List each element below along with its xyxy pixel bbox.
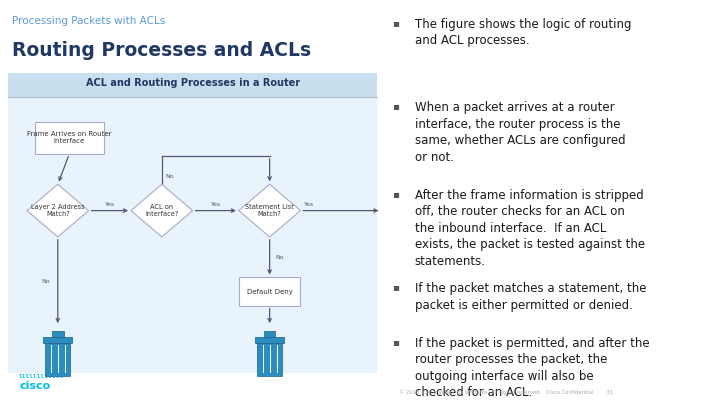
FancyBboxPatch shape — [8, 85, 377, 373]
Text: ▪: ▪ — [392, 189, 400, 199]
Text: Yes: Yes — [104, 202, 115, 207]
Text: No: No — [42, 279, 50, 284]
Text: ▪: ▪ — [392, 282, 400, 292]
Polygon shape — [27, 184, 89, 237]
Polygon shape — [131, 184, 193, 237]
Text: Default Deny: Default Deny — [247, 289, 292, 294]
Text: If the packet matches a statement, the
packet is either permitted or denied.: If the packet matches a statement, the p… — [415, 282, 647, 312]
Text: Yes: Yes — [305, 202, 315, 207]
Text: If the packet is permitted, and after the
router processes the packet, the
outgo: If the packet is permitted, and after th… — [415, 337, 649, 399]
FancyBboxPatch shape — [45, 343, 71, 376]
FancyBboxPatch shape — [264, 331, 276, 337]
Text: ACL and Routing Processes in a Router: ACL and Routing Processes in a Router — [86, 78, 300, 88]
FancyBboxPatch shape — [239, 277, 300, 306]
FancyBboxPatch shape — [8, 73, 377, 97]
Text: ACL on
Interface?: ACL on Interface? — [145, 204, 179, 217]
FancyBboxPatch shape — [255, 337, 284, 343]
Text: Frame Arrives on Router
Interface: Frame Arrives on Router Interface — [27, 131, 112, 144]
Text: Statement List
Match?: Statement List Match? — [246, 204, 294, 217]
Text: No: No — [166, 175, 174, 179]
FancyBboxPatch shape — [0, 0, 385, 405]
Text: Routing Processes and ACLs: Routing Processes and ACLs — [12, 40, 311, 60]
Text: Processing Packets with ACLs: Processing Packets with ACLs — [12, 16, 165, 26]
Text: After the frame information is stripped
off, the router checks for an ACL on
the: After the frame information is stripped … — [415, 189, 645, 268]
Text: ▪: ▪ — [392, 337, 400, 347]
Text: Yes: Yes — [211, 202, 221, 207]
FancyBboxPatch shape — [43, 337, 72, 343]
Text: The figure shows the logic of routing
and ACL processes.: The figure shows the logic of routing an… — [415, 18, 631, 47]
Text: No: No — [276, 255, 284, 260]
FancyBboxPatch shape — [52, 331, 63, 337]
Text: llllllllllll: llllllllllll — [19, 374, 64, 379]
Text: Layer 2 Address
Match?: Layer 2 Address Match? — [31, 204, 84, 217]
Polygon shape — [239, 184, 300, 237]
Text: ▪: ▪ — [392, 18, 400, 28]
Text: When a packet arrives at a router
interface, the router process is the
same, whe: When a packet arrives at a router interf… — [415, 101, 626, 164]
FancyBboxPatch shape — [257, 343, 282, 376]
FancyBboxPatch shape — [35, 122, 104, 154]
Text: cisco: cisco — [19, 381, 50, 391]
Text: ▪: ▪ — [392, 101, 400, 111]
Text: © 2018  Cisco and/or its affiliates. All rights reserved.   Cisco Confidential  : © 2018 Cisco and/or its affiliates. All … — [399, 389, 613, 395]
